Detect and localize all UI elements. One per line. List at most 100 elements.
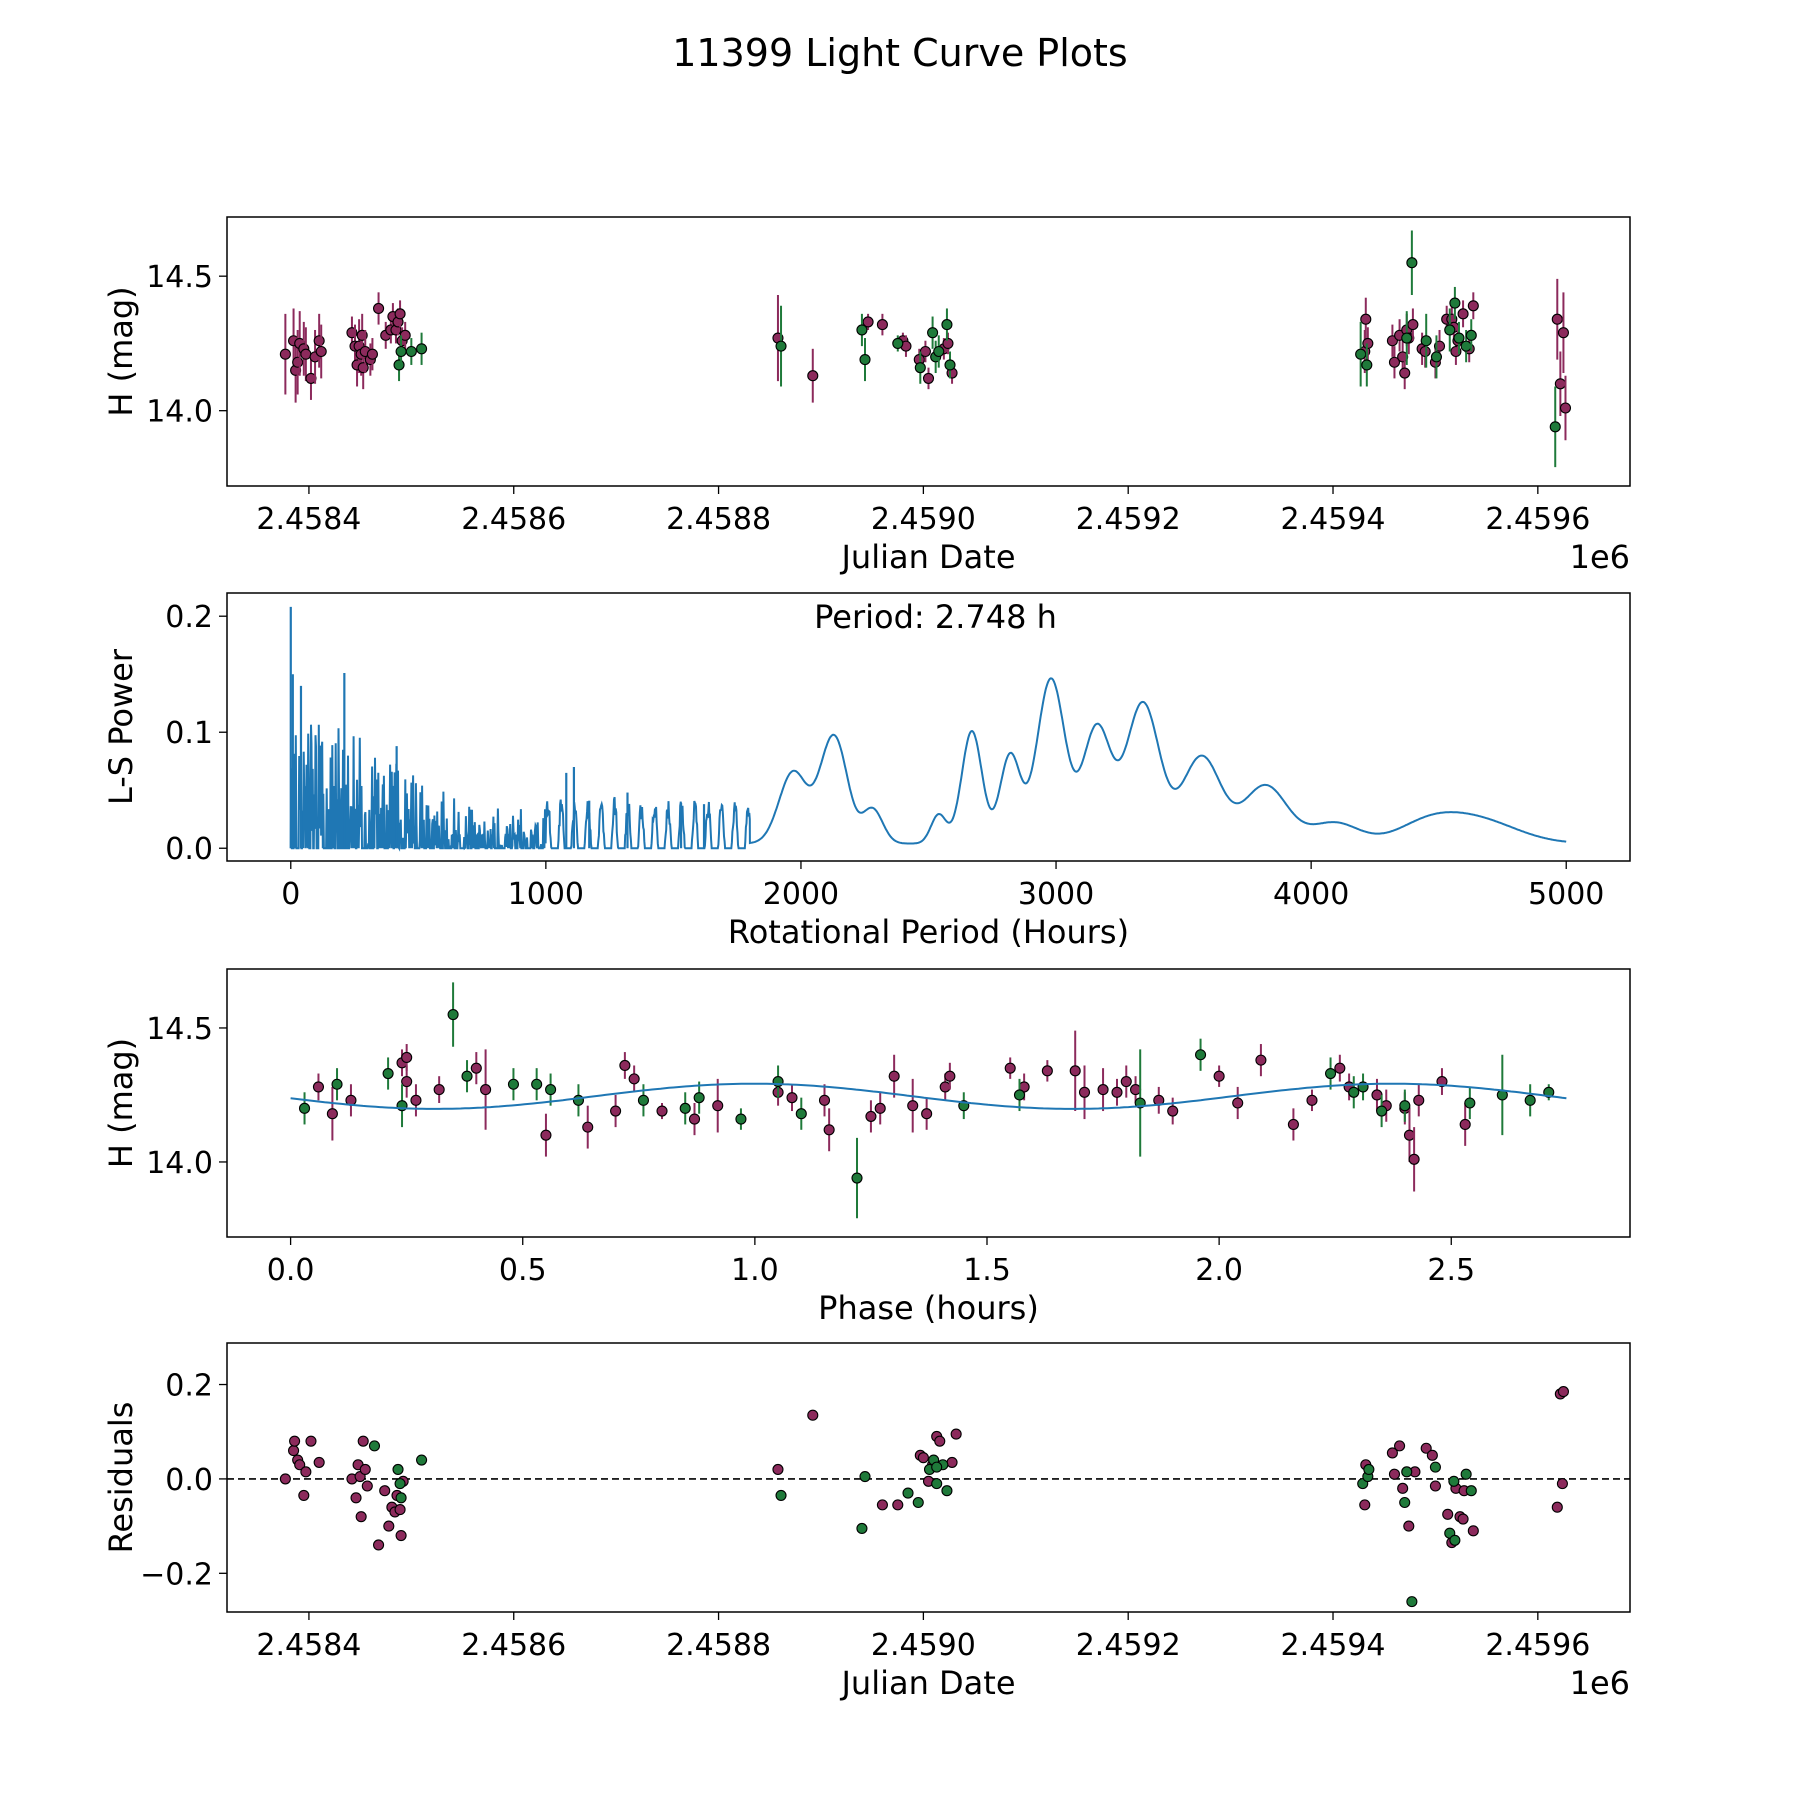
panel-periodogram: 0 1000 2000 3000 4000 5000 0.0 0.1 0.2 Rotational…	[102, 592, 1631, 951]
data-point	[712, 1100, 724, 1112]
data-point	[1420, 1442, 1432, 1454]
data-point	[1348, 1086, 1360, 1098]
data-point	[931, 1478, 943, 1490]
data-point	[862, 316, 874, 328]
data-point	[1549, 421, 1561, 433]
data-point	[1420, 335, 1432, 347]
data-point	[1078, 1086, 1091, 1098]
data-point	[859, 354, 871, 366]
x-tick-label: 2.4586	[461, 502, 566, 537]
data-point	[1457, 308, 1469, 320]
y-axis-label: H (mag)	[102, 1038, 140, 1168]
data-point	[1413, 1094, 1425, 1106]
data-point	[1386, 1447, 1398, 1459]
data-point	[410, 1094, 422, 1106]
y-axis-label: L-S Power	[102, 648, 140, 805]
data-point	[856, 1522, 868, 1535]
x-tick-label: 2.4596	[1485, 502, 1590, 537]
x-tick-label: 2.4594	[1281, 502, 1386, 537]
data-point	[941, 319, 953, 331]
data-point	[919, 345, 931, 358]
data-point	[775, 1489, 787, 1501]
data-point	[917, 1452, 929, 1464]
data-point	[288, 1445, 300, 1457]
data-point	[1403, 1129, 1416, 1141]
data-point	[818, 1094, 831, 1106]
y-tick-label: 0.0	[165, 1463, 213, 1498]
x-axis-label: Phase (hours)	[818, 1289, 1039, 1327]
data-point	[292, 356, 304, 368]
data-point	[405, 345, 417, 358]
x-offset-label: 1e6	[1570, 1664, 1630, 1702]
data-point	[892, 337, 904, 349]
y-tick-label: 14.5	[146, 1012, 213, 1047]
x-tick-label: 2000	[763, 877, 839, 912]
data-point	[1041, 1065, 1053, 1077]
data-point	[394, 1478, 406, 1490]
data-point	[865, 1110, 877, 1122]
data-point	[735, 1113, 747, 1125]
data-point	[395, 1492, 407, 1504]
data-point	[619, 1059, 631, 1072]
data-point	[1355, 348, 1367, 360]
data-point	[461, 1070, 473, 1082]
data-point	[298, 1489, 310, 1501]
x-tick-label: 4000	[1273, 877, 1349, 912]
x-tick-label: 0.0	[267, 1253, 315, 1288]
series-red	[312, 1030, 1471, 1192]
x-tick-label: 0.5	[499, 1253, 547, 1288]
data-point	[1213, 1070, 1225, 1082]
data-point	[1457, 1513, 1469, 1525]
x-tick-label: 2.4588	[666, 1628, 771, 1663]
data-point	[1460, 1468, 1472, 1480]
x-tick-label: 2.4596	[1485, 1628, 1590, 1663]
data-point	[912, 1496, 924, 1509]
y-tick-label: 0.0	[165, 832, 213, 867]
x-tick-label: 2.4584	[256, 1628, 361, 1663]
data-point	[859, 1471, 871, 1483]
data-point	[807, 1409, 819, 1421]
data-point	[1069, 1065, 1081, 1077]
data-point	[540, 1129, 552, 1141]
data-point	[507, 1078, 519, 1090]
data-point	[1448, 1475, 1460, 1487]
data-point	[1360, 313, 1372, 325]
data-point	[394, 308, 406, 320]
data-point	[395, 1529, 407, 1542]
data-point	[1255, 1054, 1267, 1066]
data-point	[1419, 345, 1431, 358]
data-point	[1097, 1084, 1109, 1096]
data-point	[350, 1492, 362, 1504]
data-point	[392, 1463, 404, 1476]
data-point	[946, 1456, 958, 1468]
data-point	[298, 1102, 311, 1114]
data-point	[1004, 1062, 1016, 1074]
data-point	[1465, 1485, 1477, 1497]
data-point	[572, 1094, 584, 1106]
data-point	[305, 1435, 317, 1447]
data-point	[1453, 332, 1465, 344]
data-point	[315, 345, 327, 358]
data-point	[1554, 378, 1566, 390]
data-point	[1551, 1501, 1563, 1513]
data-point	[1444, 324, 1456, 336]
y-tick-label: 14.0	[146, 1146, 213, 1181]
data-point	[1306, 1094, 1318, 1106]
data-point	[366, 348, 378, 360]
data-point	[1362, 337, 1374, 349]
data-point	[1524, 1094, 1536, 1106]
periodogram-line	[289, 677, 1567, 852]
data-point	[1429, 1480, 1441, 1492]
data-point	[1459, 1118, 1471, 1130]
data-point	[1013, 1089, 1026, 1101]
data-point	[637, 1094, 649, 1106]
data-point	[1559, 402, 1572, 414]
x-tick-label: 2.4588	[666, 502, 771, 537]
x-tick-label: 2.4586	[461, 1628, 566, 1663]
data-point	[1449, 297, 1461, 309]
data-point	[807, 370, 819, 382]
data-point	[433, 1084, 445, 1096]
y-tick-label: −0.2	[140, 1557, 213, 1592]
data-point	[1394, 1440, 1406, 1452]
x-tick-label: 0	[281, 877, 300, 912]
